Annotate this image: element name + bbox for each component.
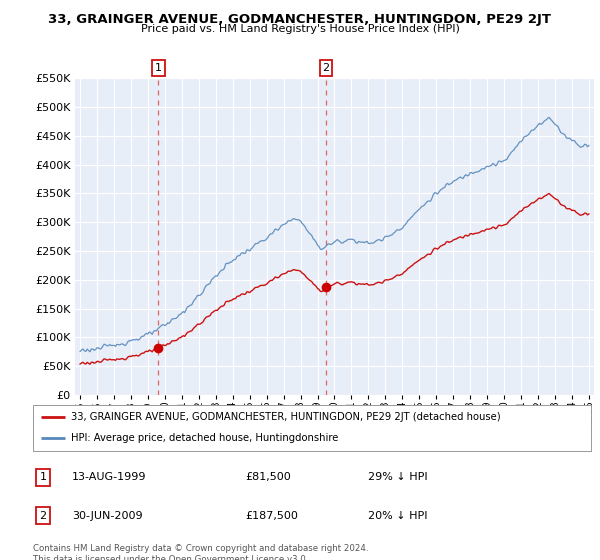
Text: 33, GRAINGER AVENUE, GODMANCHESTER, HUNTINGDON, PE29 2JT: 33, GRAINGER AVENUE, GODMANCHESTER, HUNT… — [49, 13, 551, 26]
Text: 29% ↓ HPI: 29% ↓ HPI — [368, 473, 427, 482]
Text: £187,500: £187,500 — [245, 511, 298, 521]
Text: 2: 2 — [40, 511, 47, 521]
Text: HPI: Average price, detached house, Huntingdonshire: HPI: Average price, detached house, Hunt… — [71, 433, 338, 444]
Text: 13-AUG-1999: 13-AUG-1999 — [72, 473, 146, 482]
Text: Price paid vs. HM Land Registry's House Price Index (HPI): Price paid vs. HM Land Registry's House … — [140, 24, 460, 34]
Text: 1: 1 — [155, 63, 162, 73]
Text: Contains HM Land Registry data © Crown copyright and database right 2024.
This d: Contains HM Land Registry data © Crown c… — [33, 544, 368, 560]
Text: 33, GRAINGER AVENUE, GODMANCHESTER, HUNTINGDON, PE29 2JT (detached house): 33, GRAINGER AVENUE, GODMANCHESTER, HUNT… — [71, 412, 500, 422]
Text: 30-JUN-2009: 30-JUN-2009 — [72, 511, 143, 521]
Text: 2: 2 — [322, 63, 329, 73]
Text: 20% ↓ HPI: 20% ↓ HPI — [368, 511, 427, 521]
Text: £81,500: £81,500 — [245, 473, 291, 482]
Text: 1: 1 — [40, 473, 47, 482]
